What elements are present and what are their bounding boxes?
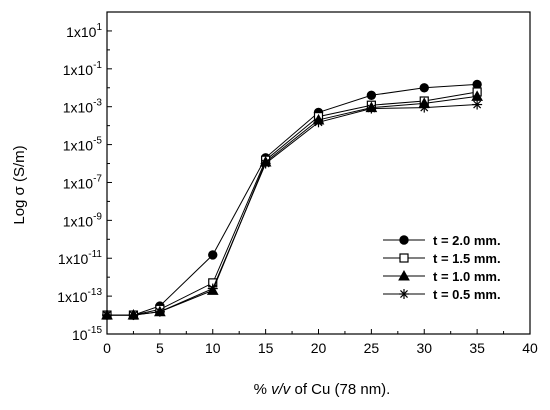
data-point: [472, 99, 483, 110]
legend-label: t = 2.0 mm.: [433, 233, 501, 248]
series: [102, 99, 483, 321]
asterisk-stroke: [208, 284, 217, 293]
asterisk-stroke: [103, 311, 111, 320]
legend-label: t = 1.5 mm.: [433, 251, 501, 266]
x-axis-title: % v/v of Cu (78 nm).: [254, 381, 391, 398]
asterisk-stroke: [367, 104, 376, 113]
asterisk-stroke: [261, 159, 270, 168]
data-point: [419, 102, 430, 113]
legend-label: t = 0.5 mm.: [433, 287, 501, 302]
asterisk-stroke: [155, 307, 164, 316]
y-tick-label: 1x10-7: [63, 173, 103, 191]
data-point: [128, 310, 139, 321]
data-point: [102, 310, 112, 321]
x-axis-title-italic: v/v: [271, 381, 292, 398]
x-tick-label: 20: [311, 340, 327, 356]
data-point: [260, 158, 271, 169]
asterisk-stroke: [473, 100, 482, 109]
legend-entry: t = 2.0 mm.: [383, 233, 501, 248]
y-tick-label: 1x10-3: [63, 98, 103, 116]
asterisk-stroke: [314, 118, 323, 127]
x-tick-label: 5: [156, 340, 164, 356]
x-axis-title-suffix: of Cu (78 nm).: [290, 381, 390, 398]
x-tick-label: 35: [469, 340, 485, 356]
data-point: [399, 235, 409, 245]
x-tick-label: 30: [416, 340, 432, 356]
legend: t = 2.0 mm. t = 1.5 mm. t = 1.0 mm. t = 0.5…: [383, 233, 501, 302]
data-point: [208, 250, 218, 260]
data-point: [399, 289, 409, 299]
y-tick-label: 1x10-5: [63, 136, 103, 154]
data-point: [419, 83, 429, 93]
x-tick-label: 40: [522, 340, 538, 356]
y-tick-label: 1x10-11: [58, 249, 103, 267]
asterisk-stroke: [420, 103, 429, 112]
y-tick-label: 10-15: [72, 325, 102, 343]
legend-entry: t = 0.5 mm.: [383, 287, 501, 302]
y-tick-label: 1x10-1: [63, 60, 103, 78]
x-tick-label: 25: [364, 340, 380, 356]
data-point: [207, 283, 218, 294]
y-axis-title: Log σ (S/m): [11, 145, 28, 224]
data-point: [154, 306, 165, 317]
axis-ticks: 0 5 10 15 20 25 30 35 40 10-15 1x10-13 1x10-11 1x10-…: [57, 11, 538, 356]
data-point: [366, 103, 377, 114]
data-point: [398, 269, 410, 281]
asterisk-stroke: [400, 290, 408, 298]
y-tick-label: 1x10-9: [63, 211, 103, 229]
data-point: [313, 117, 324, 128]
x-tick-label: 0: [103, 340, 111, 356]
legend-entry: t = 1.5 mm.: [383, 251, 501, 266]
x-tick-label: 15: [258, 340, 274, 356]
x-tick-label: 10: [205, 340, 221, 356]
y-tick-label: 1x101: [66, 22, 102, 40]
legend-entry: t = 1.0 mm.: [383, 269, 501, 284]
data-point: [366, 90, 377, 101]
legend-label: t = 1.0 mm.: [433, 269, 501, 284]
series-group: [101, 79, 483, 321]
x-axis-title-prefix: %: [254, 381, 272, 398]
y-tick-label: 1x10-13: [57, 287, 102, 305]
asterisk-stroke: [129, 311, 138, 320]
data-point: [399, 253, 409, 263]
